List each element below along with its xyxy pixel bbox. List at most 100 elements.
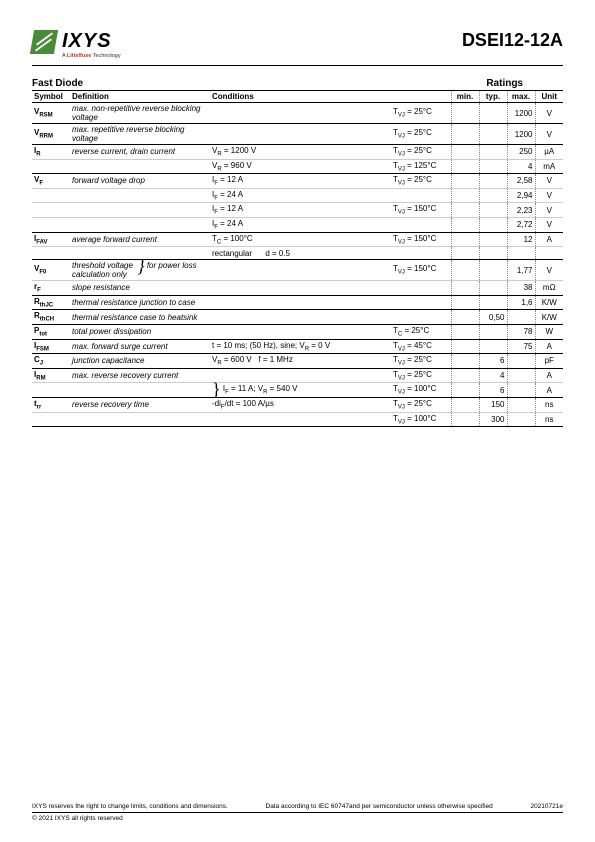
cell-condition [210,260,391,281]
table-row: rFslope resistance38mΩ [32,281,563,296]
cell-condition: IF = 24 A [210,217,391,232]
cell-symbol: IFAV [32,232,70,247]
table-row: RthJCthermal resistance junction to case… [32,295,563,310]
cell-typ [479,174,507,189]
cell-temp: TVJ = 125°C [391,159,451,174]
cell-definition: total power dissipation [70,324,210,339]
cell-definition [70,383,210,398]
ixys-logo-icon [30,30,58,54]
cell-typ [479,324,507,339]
col-typ: typ. [479,91,507,103]
brand-tagline: A Littelfuse Technology [62,53,121,59]
table-row: VRSMmax. non-repetitive reverse blocking… [32,103,563,124]
table-row: } IF = 11 A; VR = 540 VTVJ = 100°C6A [32,383,563,398]
cell-max [507,310,535,325]
table-row: Ptottotal power dissipationTC = 25°C78W [32,324,563,339]
cell-typ [479,232,507,247]
cell-typ [479,295,507,310]
cell-temp: TVJ = 25°C [391,174,451,189]
table-row: rectangular d = 0.5 [32,247,563,260]
section-header: Fast Diode Ratings [32,78,563,91]
table-header-row: Symbol Definition Conditions min. typ. m… [32,91,563,103]
cell-condition: VR = 960 V [210,159,391,174]
table-row: trrreverse recovery time-diF/dt = 100 A/… [32,397,563,412]
cell-max: 1,77 [507,260,535,281]
cell-typ: 0,50 [479,310,507,325]
cell-max [507,412,535,427]
cell-unit: K/W [535,310,563,325]
col-conditions: Conditions [210,91,451,103]
cell-temp: TVJ = 150°C [391,232,451,247]
cell-max: 2,94 [507,188,535,203]
col-definition: Definition [70,91,210,103]
table-row: TVJ = 100°C300ns [32,412,563,427]
cell-typ [479,203,507,218]
cell-temp [391,295,451,310]
cell-condition: t = 10 ms; (50 Hz), sine; VR = 0 V [210,339,391,354]
cell-symbol: VRSM [32,103,70,124]
cell-condition: rectangular d = 0.5 [210,247,391,260]
cell-definition [70,217,210,232]
cell-temp: TVJ = 25°C [391,368,451,383]
cell-condition: IF = 24 A [210,188,391,203]
col-unit: Unit [535,91,563,103]
cell-min [451,324,479,339]
cell-min [451,124,479,145]
table-row: IRreverse current, drain currentVR = 120… [32,145,563,160]
cell-condition: IF = 12 A [210,174,391,189]
cell-condition: VR = 1200 V [210,145,391,160]
cell-temp: TVJ = 45°C [391,339,451,354]
cell-max: 75 [507,339,535,354]
cell-definition: forward voltage drop [70,174,210,189]
table-row: IF = 24 A2,94V [32,188,563,203]
cell-definition [70,188,210,203]
cell-max: 12 [507,232,535,247]
cell-condition: IF = 12 A [210,203,391,218]
table-row: VF0threshold voltage } for power loss ca… [32,260,563,281]
table-row: IFSMmax. forward surge currentt = 10 ms;… [32,339,563,354]
cell-max [507,368,535,383]
cell-symbol: RthJC [32,295,70,310]
cell-definition [70,412,210,427]
cell-symbol: VF0 [32,260,70,281]
cell-typ [479,145,507,160]
cell-temp [391,310,451,325]
cell-min [451,383,479,398]
cell-temp: TVJ = 150°C [391,203,451,218]
cell-typ [479,281,507,296]
cell-max: 78 [507,324,535,339]
cell-temp: TVJ = 25°C [391,103,451,124]
cell-min [451,145,479,160]
col-max: max. [507,91,535,103]
cell-symbol: Ptot [32,324,70,339]
cell-unit: V [535,174,563,189]
cell-symbol: IRM [32,368,70,383]
page-header: IXYS A Littelfuse Technology DSEI12-12A [32,30,563,66]
cell-condition [210,103,391,124]
cell-definition [70,203,210,218]
cell-symbol [32,247,70,260]
cell-definition: thermal resistance junction to case [70,295,210,310]
cell-max: 2,23 [507,203,535,218]
col-symbol: Symbol [32,91,70,103]
cell-min [451,281,479,296]
cell-temp [391,247,451,260]
cell-typ [479,124,507,145]
cell-typ: 4 [479,368,507,383]
cell-max: 1200 [507,103,535,124]
cell-symbol: RthCH [32,310,70,325]
cell-unit: mΩ [535,281,563,296]
page-footer: IXYS reserves the right to change limits… [32,803,563,822]
cell-temp: TC = 25°C [391,324,451,339]
cell-symbol: trr [32,397,70,412]
table-row: RthCHthermal resistance case to heatsink… [32,310,563,325]
cell-symbol: IFSM [32,339,70,354]
cell-temp: TVJ = 25°C [391,124,451,145]
cell-max: 250 [507,145,535,160]
cell-definition: max. forward surge current [70,339,210,354]
cell-min [451,174,479,189]
cell-min [451,203,479,218]
cell-max: 2,58 [507,174,535,189]
cell-condition [210,310,391,325]
cell-definition: max. repetitive reverse blocking voltage [70,124,210,145]
